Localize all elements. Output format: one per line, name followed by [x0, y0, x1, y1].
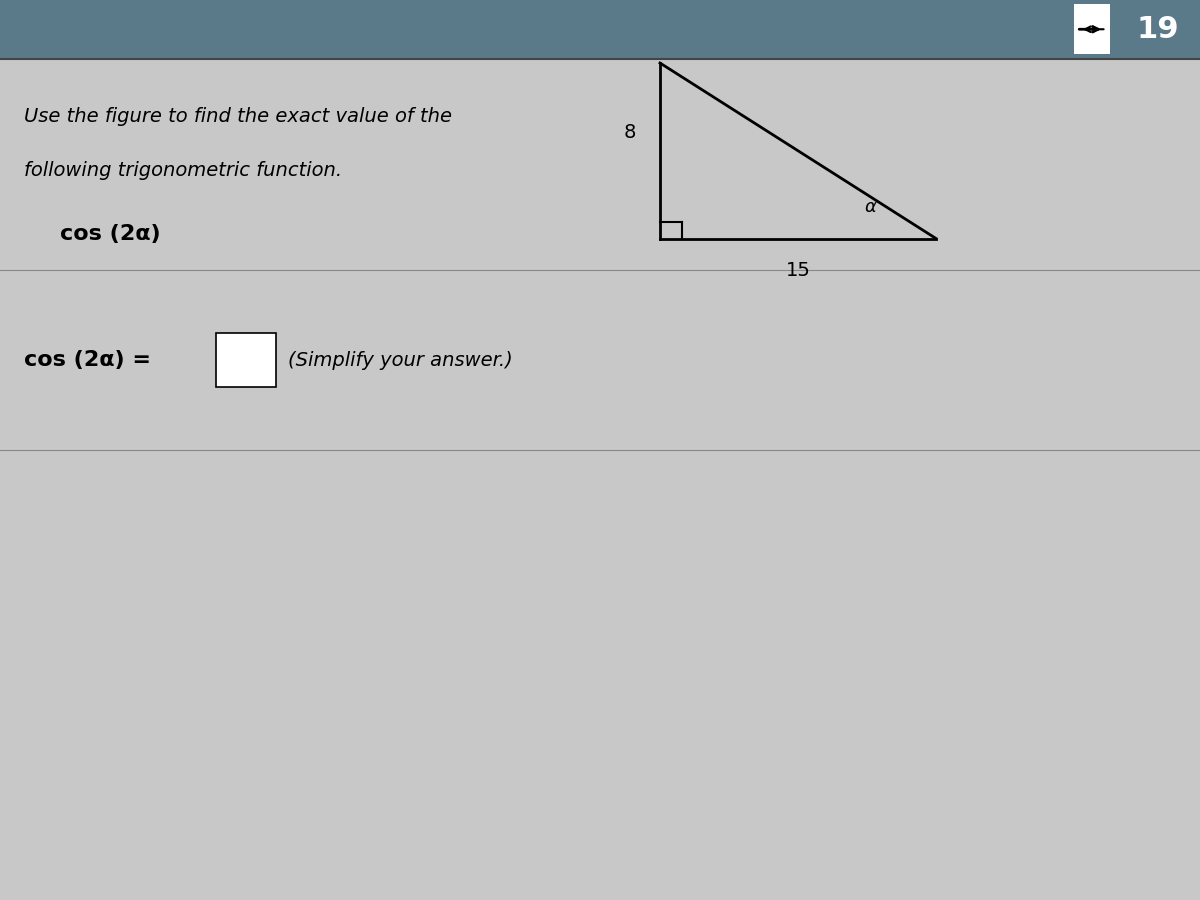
Text: cos (2α) =: cos (2α) = [24, 350, 151, 370]
Text: following trigonometric function.: following trigonometric function. [24, 161, 342, 181]
Text: Use the figure to find the exact value of the: Use the figure to find the exact value o… [24, 107, 452, 127]
Text: 15: 15 [786, 261, 810, 280]
Text: cos (2α): cos (2α) [60, 224, 161, 244]
Text: 19: 19 [1136, 14, 1180, 44]
FancyBboxPatch shape [216, 333, 276, 387]
Text: (Simplify your answer.): (Simplify your answer.) [288, 350, 512, 370]
FancyBboxPatch shape [0, 0, 1200, 58]
Text: α: α [864, 198, 876, 216]
Text: 8: 8 [624, 123, 636, 142]
FancyBboxPatch shape [1074, 4, 1110, 54]
